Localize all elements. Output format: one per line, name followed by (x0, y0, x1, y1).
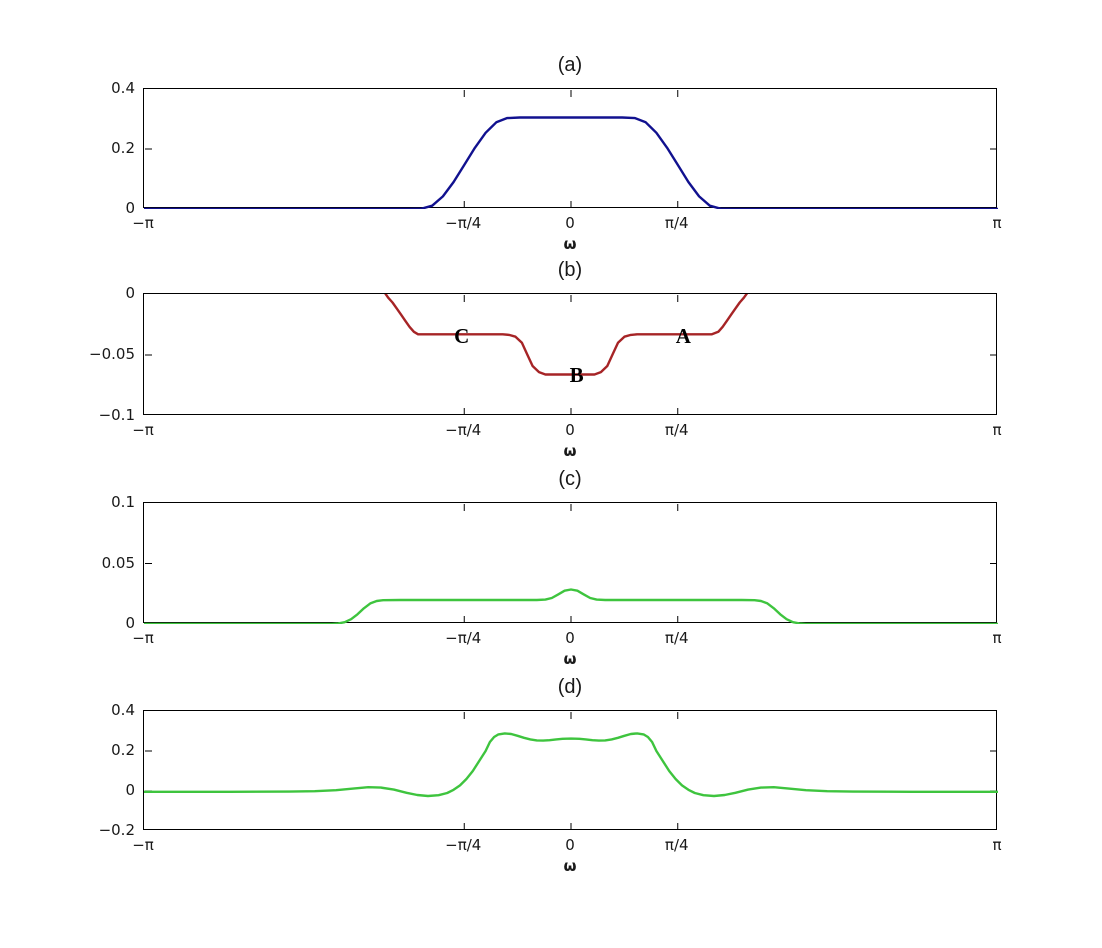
x-tick-label: π (992, 629, 1002, 647)
x-tick-label: 0 (565, 214, 575, 232)
subplot-d-title: (d) (557, 676, 583, 698)
subplot-b-title: (b) (557, 259, 583, 281)
subplot-c-plot-area (143, 502, 998, 624)
x-tick-label: −π (132, 214, 154, 232)
subplot-canvas (144, 712, 998, 830)
subplot-c-title: (c) (558, 468, 582, 490)
blue-curve (144, 116, 998, 209)
y-tick-label: 0.4 (111, 79, 135, 97)
subplot-canvas: C B A (145, 294, 997, 415)
red-curve (384, 294, 749, 376)
x-tick-label: π (992, 836, 1002, 854)
x-tick-label: π (992, 214, 1002, 232)
x-tick-label: −π/4 (445, 214, 482, 232)
x-tick-label: −π (132, 629, 154, 647)
subplot-canvas (144, 504, 998, 624)
y-tick-label: 0 (125, 199, 135, 217)
y-tick-label: 0.2 (111, 741, 135, 759)
x-tick-label: −π/4 (445, 629, 482, 647)
y-tick-label: −0.1 (98, 406, 135, 424)
x-tick-label: −π/4 (445, 421, 482, 439)
y-tick-label: 0 (125, 614, 135, 632)
subplot-b-plot-area: C B A (143, 293, 997, 415)
x-tick-label: 0 (565, 836, 575, 854)
annotation-C: C (454, 324, 469, 348)
y-tick-label: 0.05 (101, 553, 135, 572)
y-tick-label: 0 (125, 781, 135, 799)
y-tick-label: 0 (125, 284, 135, 302)
y-tick-label: 0.1 (111, 493, 135, 511)
annotation-B: B (570, 363, 584, 387)
x-tick-label: π (992, 421, 1002, 439)
subplot-a-xlabel: ω (563, 235, 577, 253)
x-tick-label: π/4 (664, 836, 689, 854)
x-tick-label: −π (132, 421, 154, 439)
subplot-c-xlabel: ω (563, 650, 577, 668)
y-tick-label: 0.2 (111, 139, 135, 157)
green-curve (144, 732, 998, 798)
subplot-d-plot-area (143, 710, 998, 830)
subplot-a-title: (a) (557, 54, 583, 76)
x-tick-label: 0 (565, 421, 575, 439)
subplot-b-xlabel: ω (563, 442, 577, 460)
y-tick-label: −0.2 (98, 821, 135, 839)
x-tick-label: π/4 (664, 421, 689, 439)
y-tick-label: 0.4 (111, 701, 135, 719)
green-curve (144, 588, 998, 624)
subplot-a-plot-area (143, 88, 998, 209)
x-tick-label: 0 (565, 629, 575, 647)
x-tick-label: −π/4 (445, 836, 482, 854)
annotation-A: A (676, 324, 692, 348)
y-tick-label: −0.05 (89, 345, 135, 363)
subplot-canvas (144, 90, 998, 209)
x-tick-label: π/4 (664, 214, 689, 232)
x-tick-label: −π (132, 836, 154, 854)
subplot-d-xlabel: ω (563, 857, 577, 875)
x-tick-label: π/4 (664, 629, 689, 647)
